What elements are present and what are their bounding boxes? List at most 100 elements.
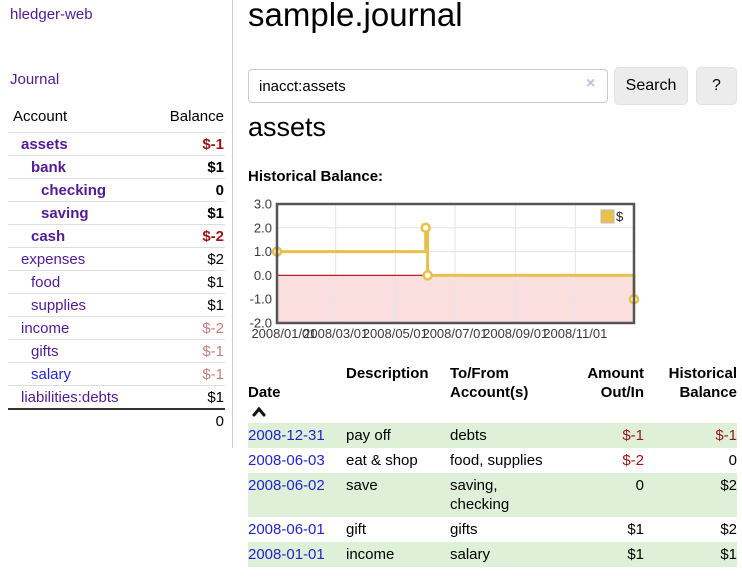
historical-balance-chart-wrap: $3.0 2.0 1.0 0.0 -1.0 -2.0 2008/01/01 2008/03/0… [248,196,742,346]
account-row: liabilities:debts $1 [8,385,225,409]
main-content: sample.journal × Search ? assets Histori… [248,0,742,582]
account-name-cell: liabilities:debts [8,385,149,409]
account-name-cell: salary [8,362,149,386]
account-row: food $1 [8,270,225,294]
account-name-cell: cash [8,224,149,248]
account-balance: $1 [148,201,225,225]
account-balance: $-1 [148,339,225,363]
sidebar-item-journal[interactable]: Journal [10,71,60,88]
account-link-supplies[interactable]: supplies [31,296,87,314]
transaction-row: 2008-06-01 gift gifts $1 $2 [248,517,737,542]
transaction-description: gift [346,521,367,538]
account-link-salary[interactable]: salary [31,365,72,383]
transaction-accounts: debts [450,427,487,444]
transaction-description: eat & shop [346,452,418,469]
transaction-balance: $2 [720,477,737,494]
clear-search-icon[interactable]: × [586,75,596,92]
y-tick-label: -2.0 [250,316,272,331]
y-tick-label: 1.0 [254,244,272,259]
sort-ascending-icon [252,406,266,417]
account-balance: $1 [148,155,225,179]
date-header-label: Date [248,384,281,401]
accounts-total-row: 0 [8,408,225,433]
transaction-balance: 0 [728,452,737,469]
search-help-button[interactable]: ? [696,67,737,105]
account-link-liabilities-debts[interactable]: liabilities:debts [21,388,119,406]
account-link-gifts[interactable]: gifts [31,342,59,360]
accounts-table-body: assets $-1 bank $1 checking 0 saving $1 cash $-2 e… [8,132,225,409]
account-balance: 0 [148,178,225,202]
app-brand-link[interactable]: hledger-web [10,6,93,23]
account-row: bank $1 [8,155,225,179]
transaction-amount: $1 [627,546,644,563]
legend-label: $ [616,209,624,224]
account-row: gifts $-1 [8,339,225,363]
transaction-amount: 0 [635,477,644,494]
transaction-accounts: salary [450,546,491,563]
account-link-income[interactable]: income [21,319,70,337]
transaction-description: save [346,477,378,494]
account-link-saving[interactable]: saving [41,204,89,222]
transaction-description: pay off [346,427,391,444]
transaction-balance: $2 [720,521,737,538]
transaction-date-cell: 2008-06-03 [248,448,346,473]
account-row: salary $-1 [8,362,225,386]
search-button[interactable]: Search [614,67,688,105]
x-tick-label: 2008/11/01 [543,326,607,341]
transaction-date-link[interactable]: 2008-06-02 [248,477,325,494]
x-tick-label: 2008/05/01 [363,326,428,341]
y-tick-label: 0.0 [254,268,272,283]
data-point-marker [420,222,431,234]
account-name-cell: saving [8,201,149,225]
accounts-total-value: 0 [148,408,225,433]
account-name-cell: bank [8,155,149,179]
account-balance: $-2 [148,316,225,340]
y-tick-label: 3.0 [254,197,272,212]
account-row: cash $-2 [8,224,225,248]
date-column-header[interactable]: Date [248,362,346,423]
account-name-cell: expenses [8,247,149,271]
account-name-cell: food [8,270,149,294]
transaction-amount: $-1 [622,427,644,444]
x-tick-label: 2008/03/01 [303,326,368,341]
account-name-cell: supplies [8,293,149,317]
transaction-date-link[interactable]: 2008-06-03 [248,452,325,469]
page-title: sample.journal [248,0,463,33]
search-input[interactable] [248,69,608,103]
transaction-description: income [346,546,395,563]
transaction-date-cell: 2008-06-02 [248,473,346,517]
transaction-date-link[interactable]: 2008-12-31 [248,427,325,444]
balance-chart: $3.0 2.0 1.0 0.0 -1.0 -2.02008/01/012008/03/0… [250,197,640,341]
sidebar: hledger-web Journal Account Balance asse… [0,0,233,448]
legend-swatch [600,209,615,224]
transaction-row: 2008-12-31 pay off debts $-1 $-1 [248,423,737,448]
description-column-header: Description [346,365,429,382]
account-balance: $1 [148,293,225,317]
account-row: saving $1 [8,201,225,225]
transaction-balance: $-1 [715,427,737,444]
balance-column-header-main: Historical Balance [668,365,737,401]
transaction-accounts: gifts [450,521,478,538]
account-row: income $-2 [8,316,225,340]
account-link-food[interactable]: food [31,273,61,291]
account-row: supplies $1 [8,293,225,317]
transaction-accounts: food, supplies [450,452,543,469]
transaction-date-link[interactable]: 2008-01-01 [248,546,325,563]
transaction-date-cell: 2008-06-01 [248,517,346,542]
chart-frame [275,202,636,325]
transaction-balance: $1 [720,546,737,563]
account-name-cell: checking [8,178,149,202]
transaction-date-link[interactable]: 2008-06-01 [248,521,325,538]
account-link-checking[interactable]: checking [41,181,107,199]
transaction-row: 2008-06-03 eat & shop food, supplies $-2 0 [248,448,737,473]
register-header-row: Date Description To/From Account(s) Amou… [248,362,737,423]
account-link-cash[interactable]: cash [31,227,66,245]
account-link-assets[interactable]: assets [21,135,68,153]
account-balance: $-1 [148,132,225,156]
account-link-bank[interactable]: bank [31,158,67,176]
accounts-balance-table: Account Balance assets $-1 bank $1 checking 0… [8,106,225,433]
account-link-expenses[interactable]: expenses [21,250,86,268]
accounts-total-spacer [8,408,149,433]
y-tick-label: 2.0 [254,220,272,235]
